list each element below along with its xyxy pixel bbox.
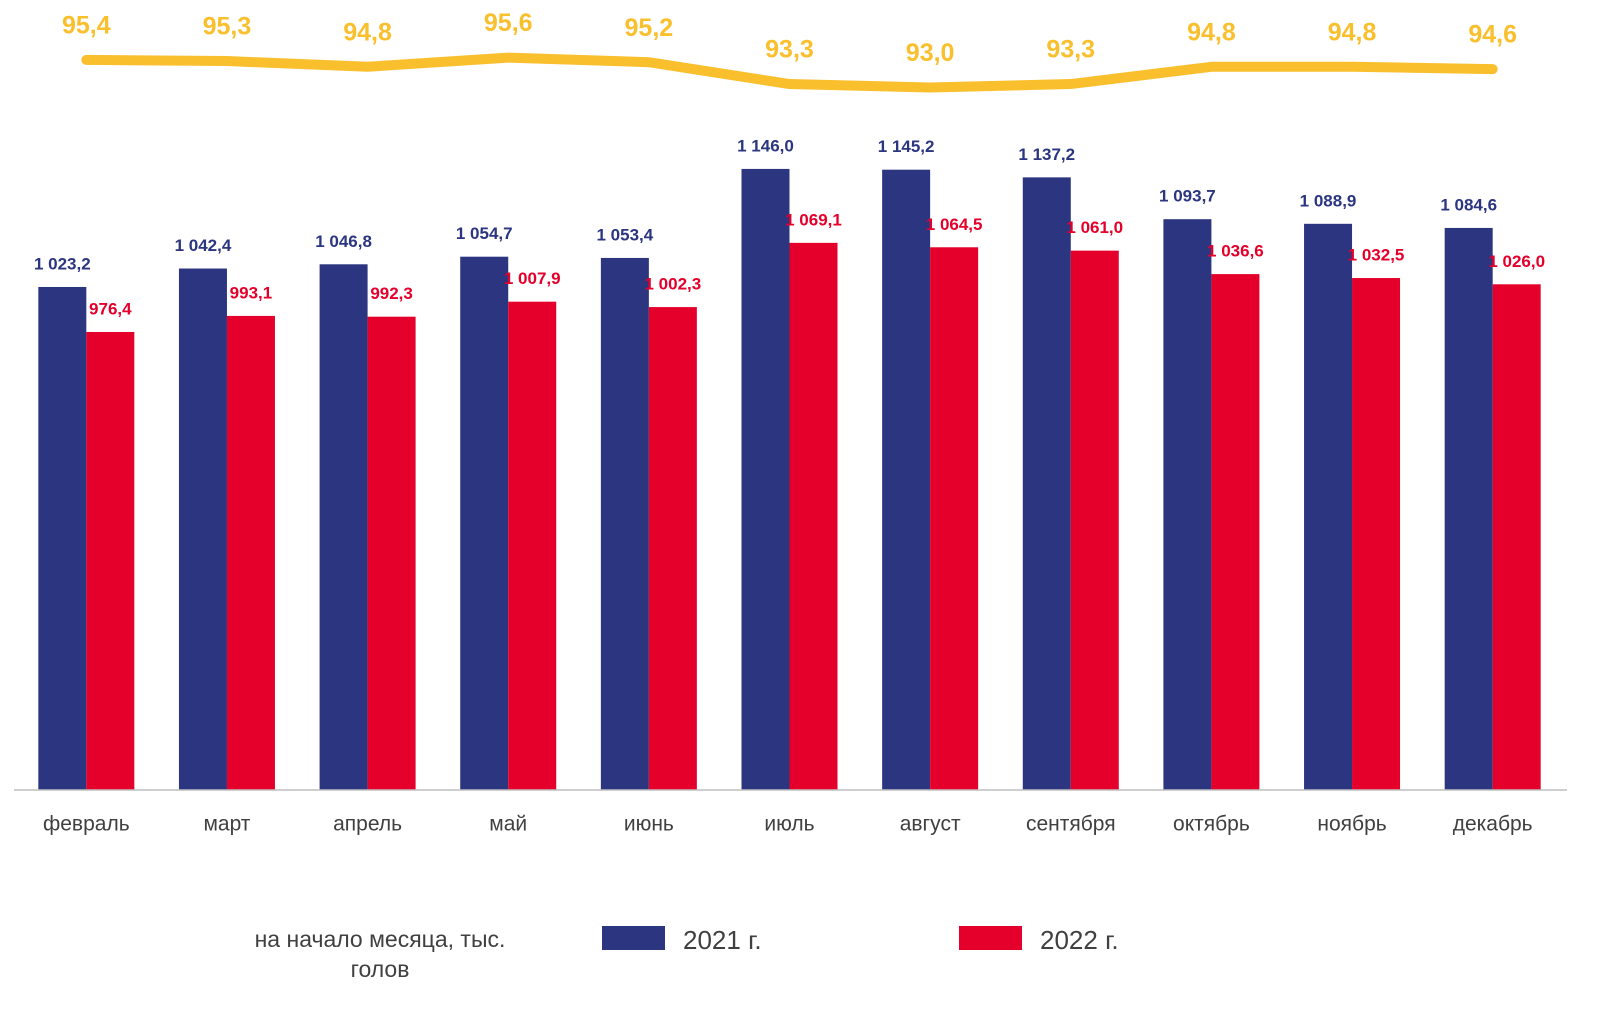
bar bbox=[648, 307, 697, 790]
data-label: 1 064,5 bbox=[926, 215, 983, 234]
bar bbox=[367, 316, 416, 790]
data-label: 1 146,0 bbox=[737, 136, 794, 155]
bar bbox=[600, 257, 649, 790]
bar bbox=[38, 286, 87, 790]
x-tick-label: июнь bbox=[624, 813, 674, 836]
x-tick-label: март bbox=[203, 813, 250, 836]
data-label: 1 069,1 bbox=[785, 210, 842, 229]
bar bbox=[508, 301, 557, 790]
x-tick-label: февраль bbox=[43, 813, 130, 836]
data-label: 1 046,8 bbox=[315, 232, 372, 251]
line-label: 95,4 bbox=[62, 12, 111, 40]
data-label: 992,3 bbox=[370, 284, 413, 303]
line-label: 94,8 bbox=[343, 18, 392, 46]
bar bbox=[1070, 250, 1119, 791]
x-tick-label: декабрь bbox=[1453, 813, 1533, 836]
legend-label: 2022 г. bbox=[1040, 925, 1119, 955]
line-label: 93,0 bbox=[906, 39, 955, 67]
data-label: 1 053,4 bbox=[596, 225, 653, 244]
bar bbox=[1304, 223, 1353, 791]
bar bbox=[1022, 177, 1071, 791]
bar bbox=[319, 264, 368, 790]
bar bbox=[178, 268, 227, 791]
data-label: 1 061,0 bbox=[1066, 218, 1123, 237]
line-label: 94,6 bbox=[1468, 21, 1517, 49]
bar bbox=[1211, 274, 1260, 791]
bar bbox=[86, 331, 135, 790]
legend-swatch bbox=[602, 926, 665, 950]
line-label: 94,8 bbox=[1328, 18, 1377, 46]
data-label: 1 093,7 bbox=[1159, 187, 1216, 206]
bar bbox=[1444, 227, 1493, 790]
data-label: 1 084,6 bbox=[1440, 195, 1497, 214]
data-label: 1 023,2 bbox=[34, 254, 91, 273]
data-label: 1 007,9 bbox=[504, 269, 561, 288]
note: на начало месяца, тыс. голов bbox=[254, 926, 506, 982]
bar bbox=[930, 247, 979, 791]
x-tick-label: август bbox=[900, 813, 961, 836]
data-label: 1 002,3 bbox=[644, 275, 701, 294]
data-label: 1 054,7 bbox=[456, 224, 513, 243]
x-tick-label: апрель bbox=[333, 813, 402, 836]
data-label: 976,4 bbox=[89, 299, 132, 318]
bar bbox=[1163, 219, 1212, 791]
x-tick-label: ноябрь bbox=[1317, 813, 1386, 836]
bar bbox=[1352, 278, 1401, 790]
bar bbox=[460, 256, 509, 790]
data-label: 1 042,4 bbox=[175, 236, 232, 255]
data-label: 993,1 bbox=[230, 283, 273, 302]
data-label: 1 026,0 bbox=[1488, 252, 1545, 271]
bar bbox=[789, 242, 838, 790]
bar bbox=[741, 168, 790, 791]
x-tick-label: октябрь bbox=[1173, 813, 1250, 836]
data-label: 1 036,6 bbox=[1207, 242, 1264, 261]
x-tick-label: май bbox=[489, 813, 527, 836]
data-label: 1 137,2 bbox=[1018, 145, 1075, 164]
bar bbox=[226, 315, 275, 790]
bar bbox=[1492, 284, 1541, 790]
data-label: 1 032,5 bbox=[1348, 246, 1405, 265]
x-tick-label: сентября bbox=[1026, 813, 1116, 836]
legend-label: 2021 г. bbox=[683, 925, 762, 955]
data-label: 1 145,2 bbox=[878, 137, 935, 156]
bar bbox=[882, 169, 931, 790]
line-label: 95,6 bbox=[484, 9, 533, 37]
line-label: 95,2 bbox=[625, 14, 674, 42]
line-label: 94,8 bbox=[1187, 18, 1236, 46]
line-label: 93,3 bbox=[765, 36, 814, 64]
x-tick-label: июль bbox=[764, 813, 814, 836]
line-label: 93,3 bbox=[1046, 36, 1095, 64]
line bbox=[81, 52, 1498, 93]
line-label: 95,3 bbox=[203, 13, 252, 41]
legend-swatch bbox=[959, 926, 1022, 950]
data-label: 1 088,9 bbox=[1300, 191, 1357, 210]
